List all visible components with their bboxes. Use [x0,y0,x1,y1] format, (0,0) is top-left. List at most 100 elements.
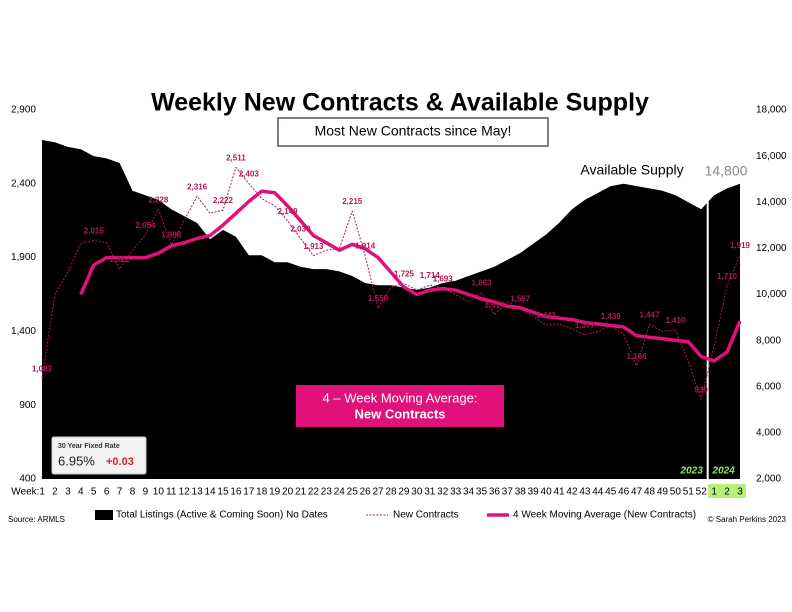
x-tick-label: 33 [450,487,462,498]
x-tick-label: 35 [476,487,488,498]
moving-average-line [79,189,742,363]
ma-note-box [296,385,504,427]
x-tick-label: 12 [179,487,191,498]
value-label: 1,914 [355,242,376,251]
value-label: 1,919 [730,241,751,250]
value-label: 1,377 [575,321,596,330]
value-label: 2,054 [135,221,156,230]
x-tick-label: 43 [579,487,591,498]
value-label: 1,410 [665,316,686,325]
year-label: 2023 [680,466,704,477]
value-label: 2,222 [213,196,234,205]
x-tick-label: 21 [295,487,307,498]
x-tick-label: 44 [592,487,604,498]
x-tick-label: 27 [373,487,385,498]
rate-box [51,436,147,475]
y-tick-label: 2,400 [11,178,36,189]
y2-tick-label: 2,000 [756,474,781,485]
value-label: 2,015 [84,227,105,236]
x-tick-label: 41 [553,487,565,498]
value-label: 1,693 [433,274,454,283]
value-label: 1,447 [640,311,661,320]
x-tick-label: 5 [91,487,97,498]
x-tick-label: 13 [192,487,204,498]
x-tick-label: 46 [618,487,630,498]
value-label: 1,557 [510,294,531,303]
value-label: 2,511 [226,154,246,163]
value-label: 1,725 [394,270,415,279]
x-tick-label: 4 [78,487,84,498]
x-tick-label: 45 [605,487,617,498]
y2-tick-label: 12,000 [756,243,787,254]
x-tick-label: 22 [308,487,320,498]
y-tick-label: 2,900 [11,105,36,116]
credit: © Sarah Perkins 2023 [708,515,787,524]
legend-label: New Contracts [393,510,459,521]
x-tick-label: 6 [104,487,110,498]
x-tick-label: 29 [398,487,410,498]
value-label: 1,663 [471,279,492,288]
value-label: 1,443 [536,311,557,320]
y2-tick-label: 14,000 [756,197,787,208]
x-tick-label: 23 [321,487,333,498]
rate-value: 6.95% [58,453,95,468]
x-tick-label: 11 [166,487,177,498]
y2-tick-label: 18,000 [756,105,787,116]
x-tick-label: 7 [117,487,123,498]
y-tick-label: 900 [19,400,36,411]
x-tick-label: 1 [711,487,717,498]
value-label: 1,714 [420,271,441,280]
x-tick-label: Week:1 [11,487,45,498]
y2-tick-label: 4,000 [756,428,781,439]
x-tick-label: 9 [143,487,149,498]
x-tick-label: 19 [269,487,281,498]
x-tick-label: 52 [696,487,708,498]
y2-tick-label: 10,000 [756,289,787,300]
legend-label: 4 Week Moving Average (New Contracts) [513,510,696,521]
value-label: 2,030 [291,225,312,234]
ma-note: New Contracts [354,406,445,421]
value-label: 1,988 [161,231,182,240]
value-label: 2,149 [278,207,299,216]
legend-label: Total Listings (Active & Coming Soon) No… [116,510,328,521]
x-tick-label: 20 [282,487,294,498]
x-tick-label: 25 [347,487,359,498]
x-tick-label: 48 [644,487,656,498]
year-label: 2024 [712,466,736,477]
y2-tick-label: 8,000 [756,335,781,346]
rate-title: 30 Year Fixed Rate [58,443,120,450]
value-label: 1,166 [627,352,648,361]
x-tick-label: 15 [217,487,229,498]
value-label: 1,514 [484,301,505,310]
contracts-line [41,166,741,400]
source: Source: ARMLS [8,515,65,524]
subtitle-box [277,117,549,147]
x-tick-label: 2 [724,487,730,498]
x-tick-label: 38 [515,487,527,498]
chart-title: Weekly New Contracts & Available Supply [151,89,649,117]
x-tick-label: 16 [230,487,242,498]
x-tick-label: 50 [670,487,682,498]
value-label: 1,558 [368,294,389,303]
supply-value-label: 14,800 [705,163,748,179]
y2-tick-label: 16,000 [756,151,787,162]
x-tick-label: 30 [411,487,423,498]
legend-swatch [95,510,113,520]
value-label: 1,913 [303,242,324,251]
x-tick-label: 10 [153,487,165,498]
y-tick-label: 1,400 [11,326,36,337]
x-tick-label: 31 [424,487,436,498]
value-label: 1,822 [110,255,131,264]
x-tick-label: 3 [737,487,743,498]
supply-area [42,140,740,479]
value-label: 1,083 [32,364,53,373]
ma-note: 4 – Week Moving Average: [323,390,478,405]
year-highlight [708,484,746,498]
x-tick-label: 39 [528,487,540,498]
x-tick-label: 24 [334,487,346,498]
value-label: 2,403 [239,169,260,178]
x-tick-label: 17 [243,487,255,498]
y-tick-label: 400 [19,474,36,485]
